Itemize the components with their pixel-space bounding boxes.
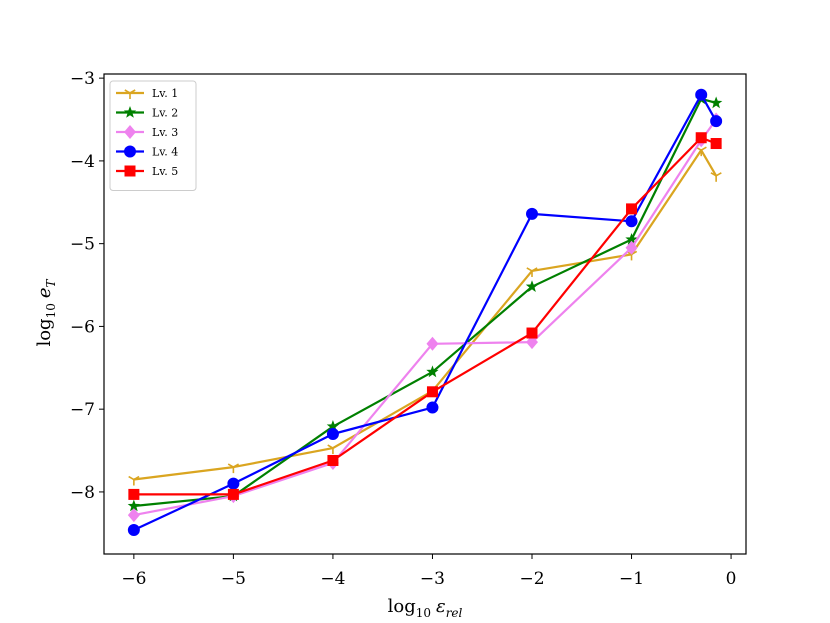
legend-label: Lv. 4 <box>152 146 178 159</box>
legend-entry: Lv. 2 <box>116 106 178 120</box>
legend-label: Lv. 5 <box>152 165 178 178</box>
series-1-point <box>526 267 538 277</box>
series-4-point <box>326 428 339 440</box>
legend-box <box>109 80 197 191</box>
series-4-point <box>710 115 723 128</box>
series-2 <box>127 92 723 512</box>
axes-border <box>103 73 747 555</box>
legend-marker <box>124 145 136 158</box>
legend-entry: Lv. 5 <box>116 165 178 178</box>
series-5 <box>128 132 722 500</box>
legend-entry: Lv. 3 <box>116 125 178 139</box>
legend-marker <box>124 125 136 139</box>
series-line-5 <box>133 136 717 496</box>
series-5-point <box>128 488 140 500</box>
series-2-point <box>127 499 141 512</box>
series-4-point <box>625 215 638 228</box>
series-2-point <box>326 420 340 432</box>
x-axis-label-var-sub: rel <box>446 606 463 620</box>
y-axis-label-var: e <box>34 287 55 298</box>
x-tick-label: −3 <box>420 569 445 589</box>
series-1-point <box>710 172 722 182</box>
series-line-3 <box>133 118 718 517</box>
series-3 <box>127 112 723 523</box>
series-line-2 <box>133 97 717 508</box>
x-axis-label-var: ε <box>436 596 446 617</box>
series-2-point <box>525 280 539 292</box>
series-5-point <box>710 138 722 150</box>
y-axis-label-sub: 10 <box>44 303 58 318</box>
x-tick-label: −2 <box>519 569 544 589</box>
legend-label: Lv. 2 <box>152 107 178 120</box>
x-tick-label: −1 <box>619 569 644 589</box>
legend-marker <box>123 106 137 118</box>
series-4-point <box>227 477 240 490</box>
x-tick-label: −4 <box>320 569 345 589</box>
series-1-point <box>128 475 140 486</box>
y-axis-label-var-sub: T <box>44 278 58 287</box>
legend-label: Lv. 3 <box>152 126 178 139</box>
series-5-point <box>327 454 339 466</box>
series-5-point <box>626 203 638 215</box>
x-axis-label: log10 εrel <box>388 596 463 620</box>
series-2-point <box>625 233 638 245</box>
x-tick-label: 0 <box>726 569 737 589</box>
series-4-point <box>695 88 708 101</box>
series-line-4 <box>133 93 718 531</box>
series-4 <box>127 88 723 536</box>
axes-frame <box>103 73 747 555</box>
x-tick-label: −6 <box>121 569 146 589</box>
y-tick-label: −8 <box>70 483 95 503</box>
series-5-point <box>227 488 239 500</box>
y-tick-label: −5 <box>70 235 95 255</box>
series-3-point <box>426 336 439 351</box>
y-tick-label: −7 <box>70 400 95 420</box>
y-tick-label: −4 <box>70 152 95 172</box>
legend-entry: Lv. 1 <box>116 87 178 100</box>
legend-entry: Lv. 4 <box>116 145 178 159</box>
series-4-point <box>127 524 140 536</box>
legend-label: Lv. 1 <box>152 87 178 100</box>
x-tick-label: −5 <box>221 569 246 589</box>
series-2-point <box>426 365 439 378</box>
series-3-point <box>625 240 638 255</box>
series-1 <box>128 146 722 486</box>
series-5-point <box>695 132 707 144</box>
series-2-point <box>709 96 723 109</box>
y-tick-label: −6 <box>70 317 95 337</box>
series-4-point <box>426 401 439 414</box>
y-axis-label: log10 eT <box>34 278 58 346</box>
series-4-point <box>526 207 538 220</box>
legend-marker <box>124 89 136 99</box>
series-3-point <box>127 508 140 523</box>
y-tick-label: −3 <box>70 69 95 89</box>
legend-marker <box>124 165 136 177</box>
series-line-1 <box>133 149 718 481</box>
x-axis-label-sub: 10 <box>416 606 431 620</box>
legend: Lv. 1 Lv. 2 Lv. 3 Lv. 4 Lv. 5 <box>109 80 197 191</box>
x-axis-label-base: log <box>388 596 416 617</box>
series-1-point <box>327 444 339 455</box>
series-5-point <box>426 386 438 398</box>
series-group <box>127 88 723 536</box>
series-5-point <box>526 327 538 339</box>
y-axis-label-base: log <box>34 318 55 346</box>
tick-group: −6 −5 −4 −3 −2 −1 0 −8 −7 −6 −5 −4 −3 <box>70 69 737 589</box>
series-1-point <box>227 463 239 474</box>
series-3-point <box>526 335 538 350</box>
